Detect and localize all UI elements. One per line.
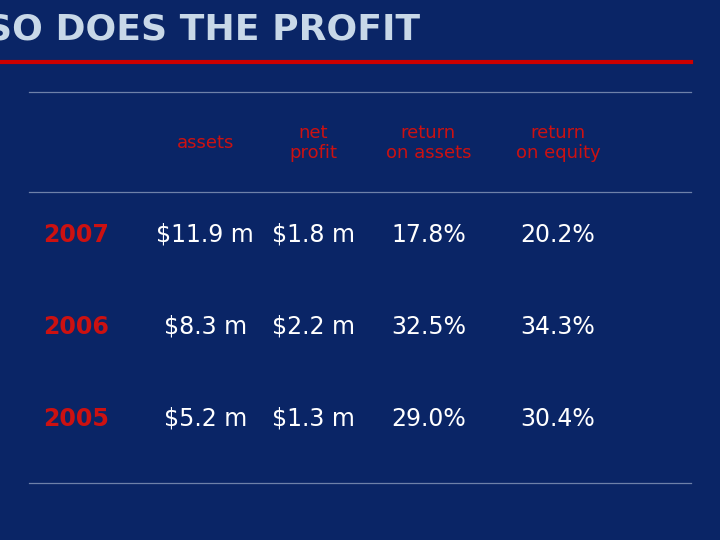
Text: $1.3 m: $1.3 m: [271, 407, 355, 430]
Text: 32.5%: 32.5%: [391, 315, 466, 339]
Text: $2.2 m: $2.2 m: [271, 315, 355, 339]
Text: $11.9 m: $11.9 m: [156, 223, 254, 247]
Text: SO DOES THE PROFIT: SO DOES THE PROFIT: [0, 13, 420, 46]
Text: 2005: 2005: [42, 407, 109, 430]
Text: 2006: 2006: [42, 315, 109, 339]
Text: 29.0%: 29.0%: [391, 407, 466, 430]
Text: return
on equity: return on equity: [516, 124, 600, 163]
Text: 30.4%: 30.4%: [521, 407, 595, 430]
Text: 20.2%: 20.2%: [521, 223, 595, 247]
Text: 2007: 2007: [42, 223, 109, 247]
Text: return
on assets: return on assets: [386, 124, 471, 163]
Text: $8.3 m: $8.3 m: [163, 315, 247, 339]
Text: $1.8 m: $1.8 m: [271, 223, 355, 247]
Text: assets: assets: [176, 134, 234, 152]
Text: 17.8%: 17.8%: [391, 223, 466, 247]
Text: 34.3%: 34.3%: [521, 315, 595, 339]
Text: net
profit: net profit: [289, 124, 337, 163]
Text: $5.2 m: $5.2 m: [163, 407, 247, 430]
